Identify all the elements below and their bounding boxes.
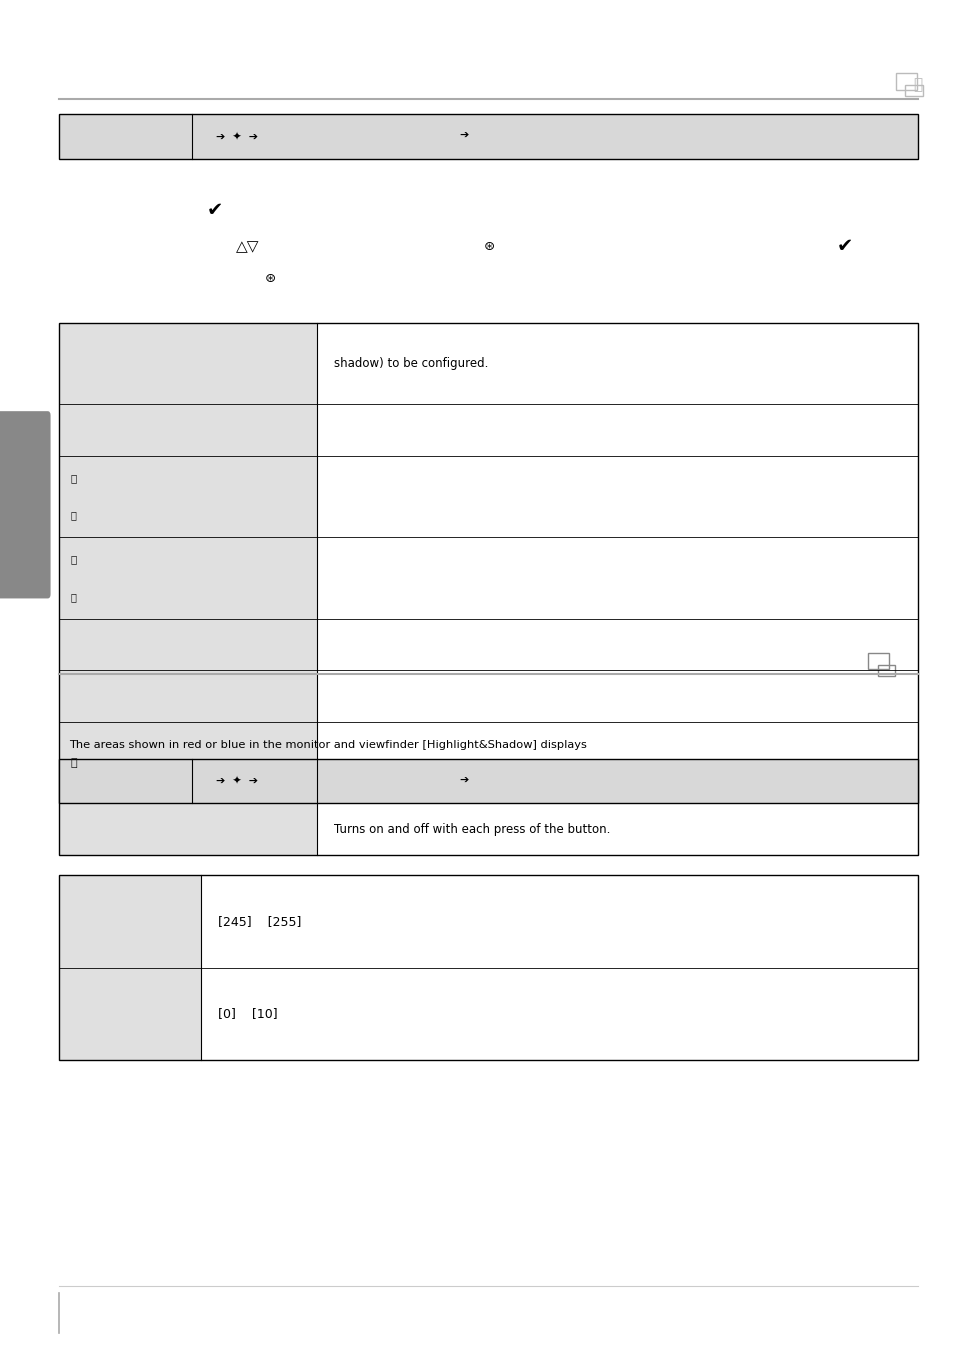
Text: ➔: ➔ <box>459 132 468 141</box>
Bar <box>59 114 917 159</box>
Bar <box>59 875 200 968</box>
Text: ⊛: ⊛ <box>483 240 495 254</box>
Text: ✔: ✔ <box>207 201 223 220</box>
Text: [0]    [10]: [0] [10] <box>217 1007 277 1020</box>
Text: 📷: 📷 <box>71 757 77 768</box>
Bar <box>59 968 200 1060</box>
Bar <box>59 323 917 855</box>
FancyBboxPatch shape <box>0 411 51 598</box>
Bar <box>895 73 916 90</box>
Text: 📷: 📷 <box>71 510 76 520</box>
Bar <box>59 404 316 456</box>
Bar <box>877 665 894 676</box>
Text: [245]    [255]: [245] [255] <box>217 915 301 928</box>
Text: 𝄴: 𝄴 <box>912 77 922 92</box>
Bar <box>59 759 917 803</box>
Bar <box>59 803 316 855</box>
Bar <box>867 653 888 669</box>
Text: ➔: ➔ <box>459 776 468 786</box>
Text: ➔  ✦  ➔: ➔ ✦ ➔ <box>215 776 258 786</box>
Bar <box>59 456 316 537</box>
Text: ⊛: ⊛ <box>264 271 275 285</box>
Text: 📷: 📷 <box>71 474 77 483</box>
Text: shadow) to be configured.: shadow) to be configured. <box>334 357 488 370</box>
Bar <box>59 323 316 404</box>
Text: ➔  ✦  ➔: ➔ ✦ ➔ <box>215 132 258 141</box>
Bar <box>59 619 316 670</box>
Text: 📷: 📷 <box>71 555 77 565</box>
Bar <box>59 722 316 803</box>
Bar <box>59 670 316 722</box>
Text: △▽: △▽ <box>235 239 259 255</box>
Text: Turns on and off with each press of the button.: Turns on and off with each press of the … <box>334 822 610 836</box>
Bar <box>904 85 922 96</box>
Bar <box>59 875 917 1060</box>
Text: 📷: 📷 <box>71 592 76 601</box>
Text: The areas shown in red or blue in the monitor and viewfinder [Highlight&Shadow] : The areas shown in red or blue in the mo… <box>69 740 586 749</box>
Text: ✔: ✔ <box>836 237 852 256</box>
Bar <box>59 537 316 619</box>
